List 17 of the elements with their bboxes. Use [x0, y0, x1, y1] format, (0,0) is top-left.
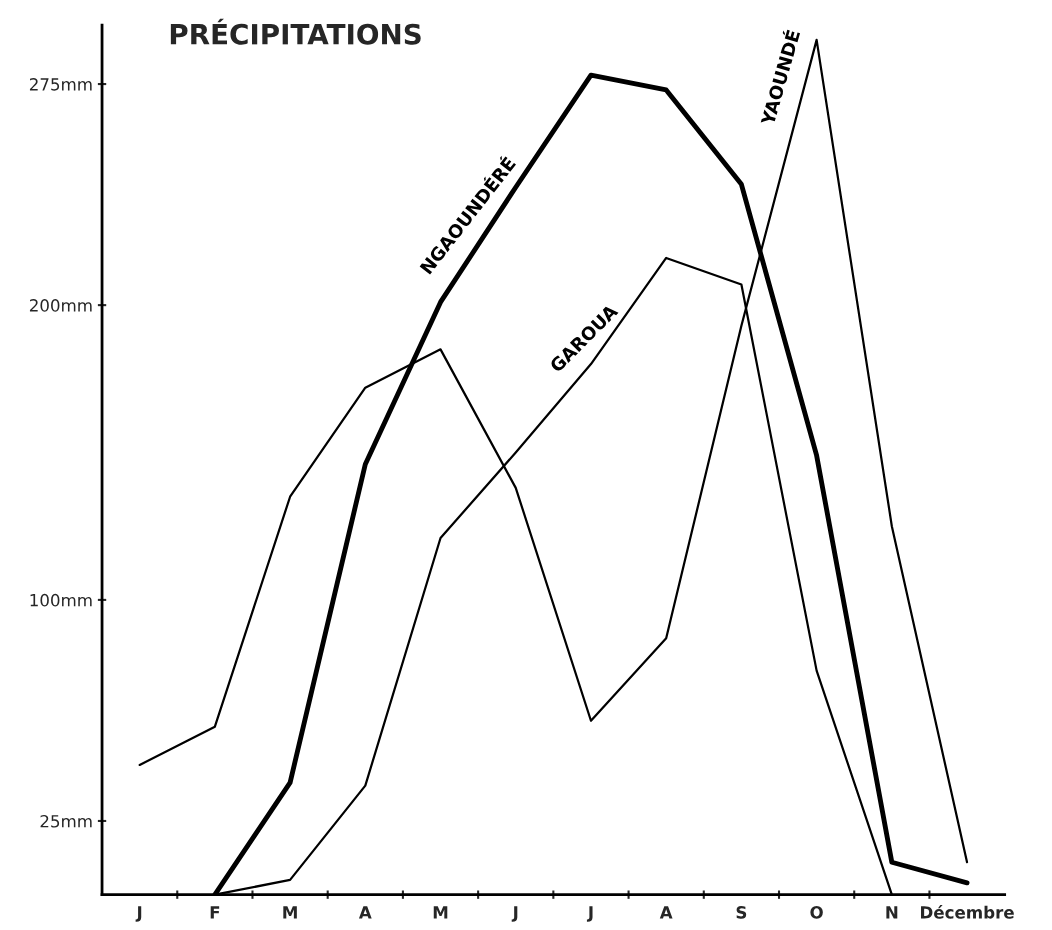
x-tick-label: F	[210, 906, 220, 919]
x-tick-label: M	[283, 906, 297, 919]
y-tick-label: 275mm	[29, 78, 92, 91]
chart-title: PRÉCIPITATIONS	[170, 18, 421, 45]
x-tick-label: O	[810, 906, 823, 919]
x-tick-label: A	[659, 906, 673, 919]
x-tick-label: A	[358, 906, 372, 919]
x-tick-label: J	[586, 906, 593, 922]
x-tick-label: S	[736, 906, 747, 919]
y-tick-label: 200mm	[29, 299, 92, 312]
y-tick-label: 25mm	[40, 814, 92, 828]
x-tick-label: J	[135, 906, 142, 922]
x-tick-label: Décembre	[921, 905, 1014, 919]
x-tick-label: J	[511, 906, 518, 922]
y-tick-label: 100mm	[30, 593, 92, 607]
x-tick-label: N	[886, 906, 898, 919]
x-tick-label: M	[433, 906, 448, 919]
